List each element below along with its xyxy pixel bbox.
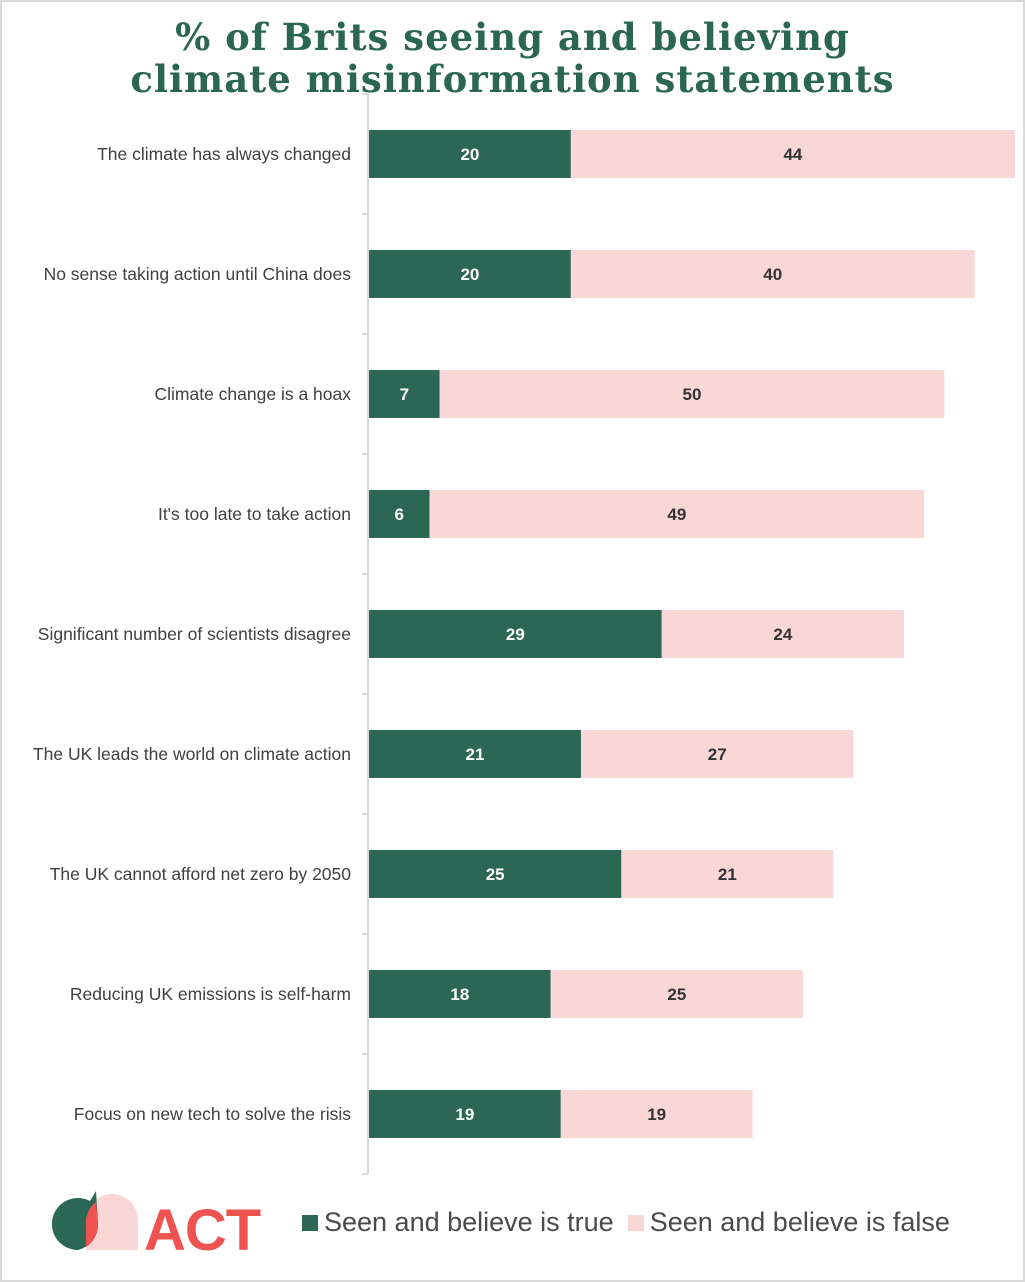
stacked-bar-chart: 20 44 20 40 7 50 6 49 29 24 21 27 25 21 18 25 19 19 The c… [33, 93, 1015, 1175]
legend-item-false: Seen and believe is false [627, 1207, 950, 1238]
data-label-false: 21 [718, 865, 737, 884]
data-label-true: 7 [400, 385, 409, 404]
data-label-false: 19 [647, 1105, 666, 1124]
data-label-true: 6 [395, 505, 404, 524]
data-label-false: 27 [708, 745, 727, 764]
bar-segment-true [369, 370, 440, 418]
bar-segment-true [369, 250, 571, 298]
bar-segment-false [580, 730, 854, 778]
logo-pink-bubble [86, 1194, 138, 1250]
bar-segment-true [369, 1090, 561, 1138]
data-label-true: 20 [460, 145, 479, 164]
act-logo: ACT [51, 1190, 277, 1263]
data-label-false: 49 [667, 505, 686, 524]
bars: 20 44 20 40 7 50 6 49 29 24 21 27 25 21 18 25 19 19 [369, 130, 1015, 1138]
data-label-true: 18 [450, 985, 469, 1004]
category-label: The climate has always changed [97, 144, 351, 164]
data-label-false: 40 [763, 265, 782, 284]
bar-segment-false [550, 970, 804, 1018]
bar-segment-true [369, 730, 581, 778]
category-label: The UK cannot afford net zero by 2050 [50, 864, 352, 884]
category-label: Focus on new tech to solve the risis [74, 1104, 351, 1124]
data-label-false: 25 [667, 985, 686, 1004]
bar-segment-true [369, 490, 430, 538]
data-label-false: 24 [773, 625, 792, 644]
bar-segment-false [429, 490, 925, 538]
legend-swatch-true [302, 1214, 318, 1231]
chart-title-line-1: % of Brits seeing and believing [175, 15, 850, 59]
bar-segment-true [369, 130, 571, 178]
data-label-true: 21 [466, 745, 485, 764]
legend-label-true: Seen and believe is true [324, 1207, 614, 1237]
bar-segment-true [369, 970, 551, 1018]
data-label-true: 29 [506, 625, 525, 644]
category-labels: The climate has always changed No sense t… [33, 144, 351, 1124]
legend-label-false: Seen and believe is false [649, 1207, 950, 1237]
bar-segment-false [570, 130, 1015, 178]
bar-segment-false [560, 1090, 753, 1138]
category-label: Significant number of scientists disagre… [38, 624, 351, 644]
logo-overlap [86, 1202, 99, 1247]
bar-segment-false [439, 370, 945, 418]
bar-segment-false [570, 250, 975, 298]
y-axis [362, 93, 369, 1175]
logo-wordmark: ACT [144, 1198, 261, 1252]
category-label: No sense taking action until China does [44, 264, 352, 284]
category-label: Climate change is a hoax [155, 384, 352, 404]
data-label-true: 19 [455, 1105, 474, 1124]
legend-swatch-false [627, 1214, 644, 1231]
data-label-false: 44 [783, 145, 802, 164]
data-label-true: 25 [486, 865, 505, 884]
data-label-true: 20 [460, 265, 479, 284]
bar-segment-true [369, 610, 662, 658]
chart-title: % of Brits seeing and believing climate … [2, 16, 1023, 100]
bar-segment-false [661, 610, 904, 658]
category-label: It's too late to take action [158, 504, 351, 524]
chart-title-line-2: climate misinformation statements [130, 57, 895, 101]
category-label: Reducing UK emissions is self-harm [70, 984, 351, 1004]
category-label: The UK leads the world on climate action [33, 744, 351, 764]
bar-segment-false [621, 850, 834, 898]
bar-segment-true [369, 850, 622, 898]
legend: Seen and believe is true Seen and believ… [302, 1207, 964, 1238]
data-label-false: 50 [683, 385, 702, 404]
legend-item-true: Seen and believe is true [302, 1207, 614, 1238]
